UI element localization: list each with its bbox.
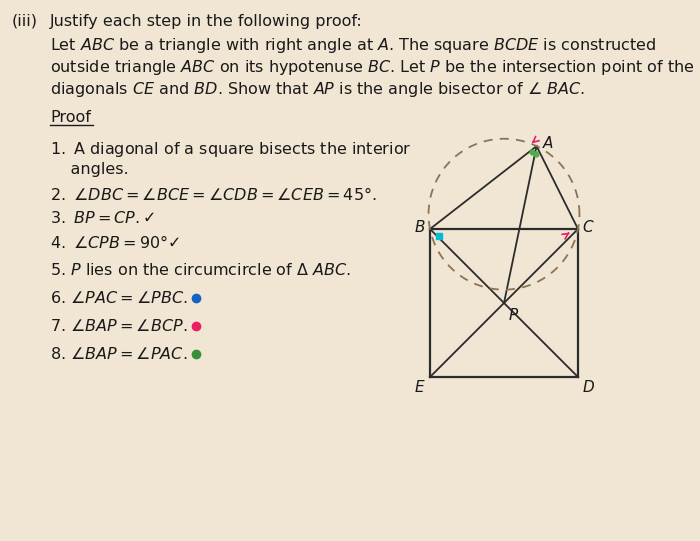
Text: (iii): (iii) bbox=[12, 14, 38, 29]
Text: $\mathit{3.}$ $BP = CP.\checkmark$: $\mathit{3.}$ $BP = CP.\checkmark$ bbox=[50, 210, 155, 226]
Text: angles.: angles. bbox=[50, 162, 129, 177]
Text: 7. $\angle BAP = \angle BCP.$: 7. $\angle BAP = \angle BCP.$ bbox=[50, 318, 188, 334]
Text: Let $\mathit{ABC}$ be a triangle with right angle at $\mathit{A}$. The square $\: Let $\mathit{ABC}$ be a triangle with ri… bbox=[50, 36, 657, 55]
Text: $C$: $C$ bbox=[582, 219, 594, 235]
Text: Proof: Proof bbox=[50, 110, 91, 125]
Text: $B$: $B$ bbox=[414, 219, 426, 235]
Text: Justify each step in the following proof:: Justify each step in the following proof… bbox=[50, 14, 363, 29]
Text: $A$: $A$ bbox=[542, 135, 554, 151]
Text: 6. $\angle PAC = \angle PBC.$: 6. $\angle PAC = \angle PBC.$ bbox=[50, 290, 188, 306]
Text: $D$: $D$ bbox=[582, 379, 595, 395]
Text: $E$: $E$ bbox=[414, 379, 426, 395]
Text: diagonals $\mathit{CE}$ and $\mathit{BD}$. Show that $\mathit{AP}$ is the angle : diagonals $\mathit{CE}$ and $\mathit{BD}… bbox=[50, 80, 585, 99]
Text: $\mathit{2.}$ $\angle DBC = \angle BCE = \angle CDB = \angle CEB = 45°.$: $\mathit{2.}$ $\angle DBC = \angle BCE =… bbox=[50, 186, 377, 203]
Text: outside triangle $\mathit{ABC}$ on its hypotenuse $\mathit{BC}$. Let $\mathit{P}: outside triangle $\mathit{ABC}$ on its h… bbox=[50, 58, 695, 77]
Text: $\mathit{4.}$ $\angle CPB = 90°\checkmark$: $\mathit{4.}$ $\angle CPB = 90°\checkmar… bbox=[50, 234, 181, 251]
Text: 5. $P$ lies on the circumcircle of $\Delta$ $ABC$.: 5. $P$ lies on the circumcircle of $\Del… bbox=[50, 262, 351, 278]
Text: $P$: $P$ bbox=[508, 307, 519, 323]
Text: $\mathit{1.}$ A diagonal of a square bisects the interior: $\mathit{1.}$ A diagonal of a square bis… bbox=[50, 140, 412, 159]
Text: 8. $\angle BAP = \angle PAC.$: 8. $\angle BAP = \angle PAC.$ bbox=[50, 346, 188, 362]
